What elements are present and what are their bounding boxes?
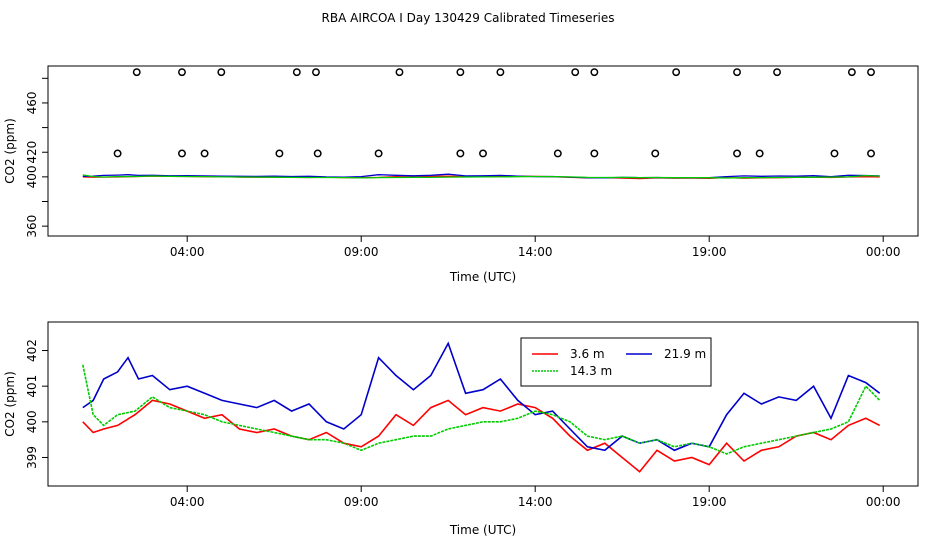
top-series-line-21-9-m — [82, 173, 880, 179]
calibration-point — [733, 149, 741, 158]
top-ytick-label: 400 — [25, 165, 39, 188]
calibration-point — [590, 149, 599, 158]
bottom-xtick-label: 09:00 — [344, 495, 379, 509]
top-plot-frame — [47, 65, 919, 237]
bottom-ytick-label: 401 — [25, 375, 39, 398]
top-ytick-label: 360 — [25, 215, 39, 238]
calibration-point — [292, 68, 301, 77]
calibration-point — [733, 68, 741, 77]
bottom-ytick-label: 402 — [25, 339, 39, 362]
bottom-ytick-label: 400 — [25, 410, 39, 433]
top-xtick-label: 04:00 — [170, 245, 205, 259]
top-xtick-label: 09:00 — [344, 245, 379, 259]
legend-label-21-9m: 21.9 m — [664, 347, 706, 361]
calibration-point — [456, 149, 465, 158]
top-xtick-label: 14:00 — [518, 245, 553, 259]
top-x-axis-label: Time (UTC) — [449, 270, 516, 284]
calibration-point — [755, 149, 764, 158]
top-ytick-label: 460 — [25, 92, 39, 115]
figure-title: RBA AIRCOA I Day 130429 Calibrated Times… — [322, 11, 615, 25]
calibration-point — [553, 149, 562, 158]
bottom-series-line-3-6-m — [82, 399, 881, 473]
bottom-panel: 04:00 09:00 14:00 19:00 00:00 399 400 401 402 T… — [3, 321, 919, 537]
calibration-point — [374, 149, 383, 158]
bottom-plot-frame — [47, 321, 919, 487]
calibration-point — [178, 149, 186, 158]
bottom-ytick-label: 399 — [25, 446, 39, 469]
top-xtick-label: 00:00 — [866, 245, 901, 259]
legend-label-3-6m: 3.6 m — [570, 347, 605, 361]
calibration-point — [571, 68, 580, 77]
calibration-point — [496, 68, 505, 77]
calibration-point — [651, 149, 660, 158]
bottom-y-axis-label: CO2 (ppm) — [3, 371, 17, 437]
calibration-point — [132, 68, 141, 77]
bottom-xtick-label: 04:00 — [170, 495, 205, 509]
legend-box — [520, 337, 712, 387]
bottom-xtick-label: 14:00 — [518, 495, 553, 509]
legend: 3.6 m 21.9 m 14.3 m — [520, 337, 712, 387]
bottom-x-axis: 04:00 09:00 14:00 19:00 00:00 — [170, 486, 901, 509]
calibration-point — [200, 149, 209, 158]
calibration-point — [217, 68, 226, 77]
calibration-point — [590, 68, 599, 77]
calibration-point — [672, 68, 681, 77]
calibration-point — [313, 149, 322, 158]
legend-label-14-3m: 14.3 m — [570, 364, 612, 378]
calibration-point — [275, 149, 284, 158]
top-series-lines — [82, 173, 880, 180]
bottom-xtick-label: 19:00 — [692, 495, 727, 509]
calibration-point — [479, 149, 487, 158]
calibration-point — [830, 149, 839, 158]
top-series-line-14-3-m — [82, 174, 880, 179]
top-x-axis: 04:00 09:00 14:00 19:00 00:00 — [170, 236, 901, 259]
bottom-series-line-21-9-m — [82, 341, 881, 452]
bottom-xtick-label: 00:00 — [866, 495, 901, 509]
bottom-x-axis-label: Time (UTC) — [449, 523, 516, 537]
calibration-point — [395, 68, 404, 77]
calibration-point — [867, 149, 875, 158]
calibration-point — [113, 149, 122, 158]
top-y-axis-label: CO2 (ppm) — [3, 118, 17, 184]
calibration-point — [178, 68, 186, 77]
calibration-point — [312, 68, 320, 77]
top-xtick-label: 19:00 — [692, 245, 727, 259]
calibration-point — [773, 68, 782, 77]
calibration-point — [867, 68, 875, 77]
calibration-point — [847, 68, 856, 77]
bottom-series-line-14-3-m — [82, 364, 881, 455]
bottom-y-axis: 399 400 401 402 — [25, 339, 48, 469]
bottom-series-lines — [82, 341, 881, 473]
top-ytick-label: 420 — [25, 141, 39, 164]
top-calibration-points — [113, 68, 875, 158]
calibration-point — [456, 68, 465, 77]
